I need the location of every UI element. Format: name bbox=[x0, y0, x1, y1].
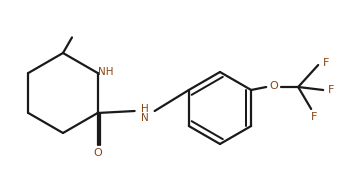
Text: F: F bbox=[323, 58, 330, 68]
Text: F: F bbox=[328, 85, 335, 95]
Text: O: O bbox=[270, 81, 278, 91]
Text: F: F bbox=[311, 112, 317, 122]
Text: N: N bbox=[141, 113, 149, 123]
Text: H: H bbox=[141, 104, 149, 114]
Text: O: O bbox=[93, 148, 102, 158]
Text: NH: NH bbox=[98, 67, 114, 77]
